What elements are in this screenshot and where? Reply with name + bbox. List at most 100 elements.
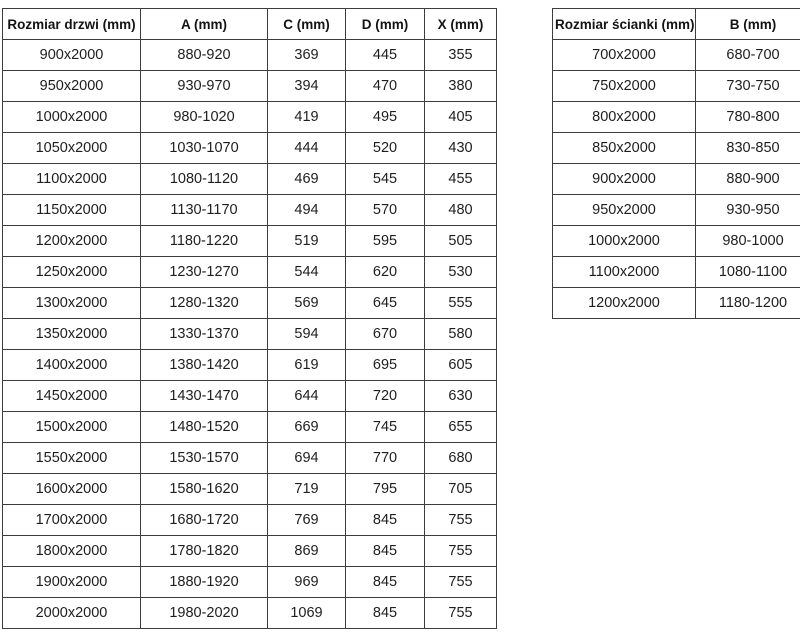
table-row: 900x2000 880-900 bbox=[552, 163, 800, 195]
table-cell: 1350x2000 bbox=[2, 318, 141, 350]
table-row: 950x2000 930-950 bbox=[552, 194, 800, 226]
table-cell: 445 bbox=[345, 39, 425, 71]
table-cell: 545 bbox=[345, 163, 425, 195]
table-cell: 1280-1320 bbox=[140, 287, 268, 319]
table-cell: 455 bbox=[424, 163, 497, 195]
table-cell: 1450x2000 bbox=[2, 380, 141, 412]
table-cell: 620 bbox=[345, 256, 425, 288]
table-cell: 505 bbox=[424, 225, 497, 257]
table-cell: 1480-1520 bbox=[140, 411, 268, 443]
table-cell: 594 bbox=[267, 318, 346, 350]
table-row: 750x2000 730-750 bbox=[552, 70, 800, 102]
table-cell: 1500x2000 bbox=[2, 411, 141, 443]
table-cell: 580 bbox=[424, 318, 497, 350]
table-cell: 1230-1270 bbox=[140, 256, 268, 288]
column-header: Rozmiar ścianki (mm) bbox=[552, 8, 696, 40]
table-cell: 1250x2000 bbox=[2, 256, 141, 288]
table-row: 1000x2000 980-1000 bbox=[552, 225, 800, 257]
table-cell: 930-950 bbox=[695, 194, 800, 226]
table-cell: 845 bbox=[345, 535, 425, 567]
table-cell: 394 bbox=[267, 70, 346, 102]
table-cell: 950x2000 bbox=[552, 194, 696, 226]
table-cell: 845 bbox=[345, 566, 425, 598]
wall-sizes-table-body: 700x2000 680-700 750x2000 730-750 800x2000 78… bbox=[552, 39, 800, 319]
table-row: 850x2000 830-850 bbox=[552, 132, 800, 164]
table-cell: 520 bbox=[345, 132, 425, 164]
column-header: B (mm) bbox=[695, 8, 800, 40]
table-cell: 700x2000 bbox=[552, 39, 696, 71]
table-cell: 619 bbox=[267, 349, 346, 381]
table-cell: 1980-2020 bbox=[140, 597, 268, 629]
table-row: 1050x2000 1030-1070 444 520 430 bbox=[2, 132, 497, 164]
table-cell: 369 bbox=[267, 39, 346, 71]
table-cell: 355 bbox=[424, 39, 497, 71]
table-cell: 900x2000 bbox=[2, 39, 141, 71]
table-cell: 570 bbox=[345, 194, 425, 226]
table-row: 1300x2000 1280-1320 569 645 555 bbox=[2, 287, 497, 319]
table-cell: 750x2000 bbox=[552, 70, 696, 102]
table-row: 1200x2000 1180-1200 bbox=[552, 287, 800, 319]
table-row: 1350x2000 1330-1370 594 670 580 bbox=[2, 318, 497, 350]
table-row: 1600x2000 1580-1620 719 795 705 bbox=[2, 473, 497, 505]
door-sizes-table-header: Rozmiar drzwi (mm) A (mm) C (mm) D (mm) X (m… bbox=[2, 8, 497, 40]
table-cell: 730-750 bbox=[695, 70, 800, 102]
table-cell: 755 bbox=[424, 597, 497, 629]
table-cell: 880-900 bbox=[695, 163, 800, 195]
table-cell: 869 bbox=[267, 535, 346, 567]
table-row: 800x2000 780-800 bbox=[552, 101, 800, 133]
table-cell: 880-920 bbox=[140, 39, 268, 71]
table-cell: 544 bbox=[267, 256, 346, 288]
wall-sizes-table-header: Rozmiar ścianki (mm) B (mm) bbox=[552, 8, 800, 40]
table-cell: 780-800 bbox=[695, 101, 800, 133]
table-row: 900x2000 880-920 369 445 355 bbox=[2, 39, 497, 71]
table-cell: 469 bbox=[267, 163, 346, 195]
table-cell: 755 bbox=[424, 566, 497, 598]
table-cell: 1550x2000 bbox=[2, 442, 141, 474]
table-cell: 850x2000 bbox=[552, 132, 696, 164]
table-cell: 1130-1170 bbox=[140, 194, 268, 226]
table-cell: 1700x2000 bbox=[2, 504, 141, 536]
column-header: D (mm) bbox=[345, 8, 425, 40]
table-cell: 1080-1120 bbox=[140, 163, 268, 195]
table-cell: 705 bbox=[424, 473, 497, 505]
table-cell: 1180-1220 bbox=[140, 225, 268, 257]
table-cell: 1050x2000 bbox=[2, 132, 141, 164]
table-cell: 930-970 bbox=[140, 70, 268, 102]
table-cell: 1200x2000 bbox=[552, 287, 696, 319]
table-cell: 1100x2000 bbox=[2, 163, 141, 195]
table-row: 1800x2000 1780-1820 869 845 755 bbox=[2, 535, 497, 567]
table-cell: 755 bbox=[424, 504, 497, 536]
table-cell: 845 bbox=[345, 597, 425, 629]
table-cell: 2000x2000 bbox=[2, 597, 141, 629]
table-cell: 419 bbox=[267, 101, 346, 133]
table-cell: 480 bbox=[424, 194, 497, 226]
table-cell: 669 bbox=[267, 411, 346, 443]
door-sizes-table-body: 900x2000 880-920 369 445 355 950x2000 930-970 3… bbox=[2, 39, 497, 629]
table-cell: 680 bbox=[424, 442, 497, 474]
table-cell: 1800x2000 bbox=[2, 535, 141, 567]
table-row: 2000x2000 1980-2020 1069 845 755 bbox=[2, 597, 497, 629]
table-cell: 1900x2000 bbox=[2, 566, 141, 598]
table-cell: 1330-1370 bbox=[140, 318, 268, 350]
table-cell: 605 bbox=[424, 349, 497, 381]
table-row: 1250x2000 1230-1270 544 620 530 bbox=[2, 256, 497, 288]
table-cell: 680-700 bbox=[695, 39, 800, 71]
table-cell: 644 bbox=[267, 380, 346, 412]
table-cell: 695 bbox=[345, 349, 425, 381]
table-row: 1200x2000 1180-1220 519 595 505 bbox=[2, 225, 497, 257]
column-header: Rozmiar drzwi (mm) bbox=[2, 8, 141, 40]
table-cell: 444 bbox=[267, 132, 346, 164]
table-cell: 745 bbox=[345, 411, 425, 443]
table-cell: 430 bbox=[424, 132, 497, 164]
table-cell: 670 bbox=[345, 318, 425, 350]
column-header: A (mm) bbox=[140, 8, 268, 40]
table-row: 1700x2000 1680-1720 769 845 755 bbox=[2, 504, 497, 536]
table-cell: 770 bbox=[345, 442, 425, 474]
table-cell: 1000x2000 bbox=[552, 225, 696, 257]
table-cell: 1530-1570 bbox=[140, 442, 268, 474]
table-row: 700x2000 680-700 bbox=[552, 39, 800, 71]
table-cell: 1780-1820 bbox=[140, 535, 268, 567]
table-cell: 980-1000 bbox=[695, 225, 800, 257]
table-cell: 800x2000 bbox=[552, 101, 696, 133]
table-cell: 1680-1720 bbox=[140, 504, 268, 536]
